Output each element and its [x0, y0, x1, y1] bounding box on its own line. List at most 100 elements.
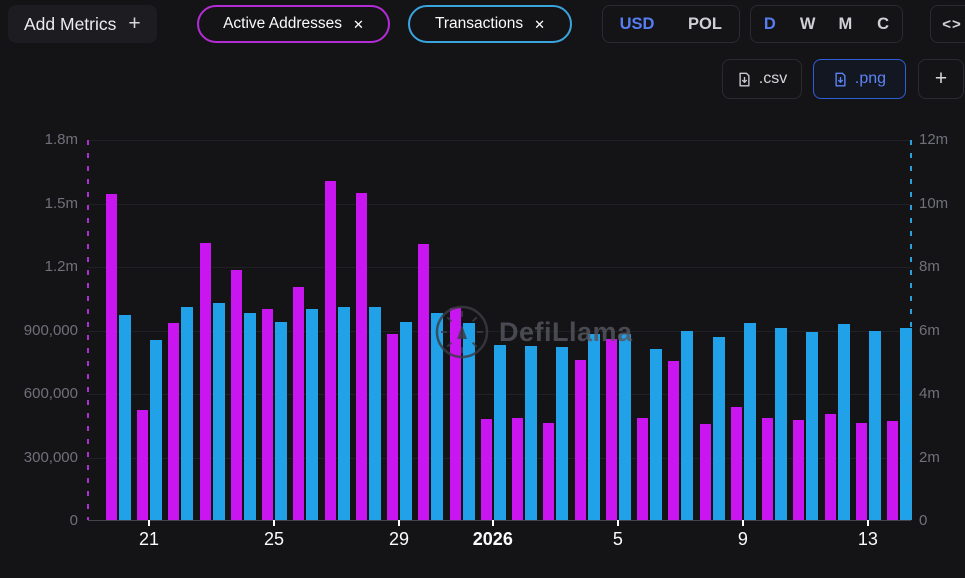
file-download-icon: [835, 72, 846, 86]
left-axis-tick-label: 900,000: [23, 321, 78, 339]
x-axis-tick-label: 2026: [472, 529, 513, 549]
bar-active-addresses[interactable]: [387, 333, 398, 520]
bar-active-addresses[interactable]: [355, 193, 367, 520]
bar-transactions[interactable]: [400, 322, 412, 520]
add-metrics-button[interactable]: Add Metrics +: [8, 5, 157, 43]
currency-option-usd[interactable]: USD: [603, 6, 671, 42]
bar-active-addresses[interactable]: [543, 422, 555, 520]
png-label: .png: [854, 70, 887, 87]
bar-transactions[interactable]: [587, 334, 600, 520]
right-axis-tick-label: 8m: [919, 258, 940, 275]
bar-active-addresses[interactable]: [605, 339, 617, 520]
bar-active-addresses[interactable]: [793, 420, 805, 520]
interval-option-daily[interactable]: D: [751, 6, 789, 42]
left-axis-tick-label: 0: [69, 512, 78, 529]
interval-option-monthly[interactable]: M: [827, 6, 865, 42]
bar-transactions[interactable]: [775, 328, 788, 520]
right-axis-tick-label: 6m: [919, 321, 940, 339]
interval-toggle: D W M C: [750, 5, 903, 43]
left-axis-tick-label: 600,000: [23, 385, 78, 402]
x-axis-tick-label: 9: [737, 529, 748, 549]
right-axis-tick-label: 2m: [919, 448, 940, 466]
download-png-button[interactable]: .png: [813, 59, 906, 99]
bar-transactions[interactable]: [650, 348, 663, 520]
bar-active-addresses[interactable]: [105, 194, 117, 520]
plot-area: DefiLlama 21 25 29 2026 5 9 13: [87, 140, 913, 549]
bar-transactions[interactable]: [150, 339, 162, 520]
metric-pill-transactions[interactable]: Transactions ✕: [408, 5, 572, 43]
bar-active-addresses[interactable]: [230, 270, 242, 520]
close-icon[interactable]: ✕: [534, 17, 546, 32]
interval-option-weekly[interactable]: W: [789, 6, 827, 42]
plus-icon: +: [934, 67, 948, 90]
bar-active-addresses[interactable]: [199, 242, 211, 520]
bar-active-addresses[interactable]: [855, 423, 867, 520]
bar-active-addresses[interactable]: [449, 308, 461, 520]
bar-transactions[interactable]: [275, 321, 287, 520]
currency-option-pol[interactable]: POL: [671, 6, 739, 42]
bar-transactions[interactable]: [743, 323, 756, 520]
bar-active-addresses[interactable]: [668, 361, 680, 520]
right-axis-tick-label: 0: [919, 512, 928, 529]
bar-transactions[interactable]: [556, 346, 569, 520]
left-axis-dashed-line: [87, 140, 89, 520]
bar-transactions[interactable]: [618, 334, 631, 520]
gridline: [88, 267, 911, 268]
x-axis-tick: [491, 520, 494, 526]
bar-active-addresses[interactable]: [137, 409, 148, 520]
bar-active-addresses[interactable]: [637, 417, 649, 520]
add-chart-button[interactable]: +: [918, 59, 964, 99]
bar-transactions[interactable]: [337, 307, 350, 520]
csv-label: .csv: [758, 70, 788, 87]
right-axis-tick-label: 10m: [919, 194, 949, 212]
bar-active-addresses[interactable]: [168, 323, 180, 520]
bar-transactions[interactable]: [493, 345, 506, 520]
bar-active-addresses[interactable]: [887, 421, 899, 520]
bar-transactions[interactable]: [243, 312, 256, 520]
bar-transactions[interactable]: [806, 332, 819, 520]
bar-transactions[interactable]: [118, 314, 131, 520]
plus-icon: +: [128, 12, 141, 35]
metric-pill-label: Active Addresses: [223, 15, 342, 32]
interval-option-cumulative[interactable]: C: [864, 6, 902, 42]
bar-active-addresses[interactable]: [730, 407, 742, 520]
bar-transactions[interactable]: [837, 324, 850, 520]
x-axis-tick-label: 29: [389, 529, 410, 549]
left-axis-tick-label: 1.8m: [44, 131, 78, 148]
x-axis-tick-label: 5: [612, 529, 623, 549]
bar-transactions[interactable]: [900, 328, 913, 520]
bar-active-addresses[interactable]: [324, 181, 336, 520]
bar-active-addresses[interactable]: [480, 418, 492, 520]
dual-axis-bar-chart: DefiLlama 21 25 29 2026 5 9 13 1.8m 12m 1.5m 10m 1…: [0, 110, 965, 578]
bar-transactions[interactable]: [868, 330, 881, 520]
bar-transactions[interactable]: [212, 303, 225, 520]
bar-active-addresses[interactable]: [293, 287, 305, 520]
bar-transactions[interactable]: [368, 306, 381, 520]
close-icon[interactable]: ✕: [353, 17, 364, 32]
x-axis-tick: [616, 520, 619, 526]
bar-active-addresses[interactable]: [699, 423, 711, 520]
download-csv-button[interactable]: .csv: [722, 59, 802, 99]
bar-active-addresses[interactable]: [512, 418, 524, 520]
bar-transactions[interactable]: [681, 330, 694, 520]
bar-active-addresses[interactable]: [574, 360, 586, 520]
bar-transactions[interactable]: [462, 323, 475, 520]
embed-button[interactable]: <>: [930, 5, 965, 43]
x-axis-tick: [866, 520, 869, 526]
gridline: [88, 330, 911, 332]
bar-active-addresses[interactable]: [418, 243, 430, 520]
bar-transactions[interactable]: [712, 336, 725, 520]
left-axis-tick-label: 300,000: [23, 448, 78, 466]
bar-active-addresses[interactable]: [824, 413, 836, 520]
bar-transactions[interactable]: [181, 306, 194, 520]
metric-pill-active-addresses[interactable]: Active Addresses ✕: [197, 5, 390, 43]
bar-active-addresses[interactable]: [262, 309, 273, 520]
bar-transactions[interactable]: [525, 346, 538, 520]
left-axis-tick-label: 1.5m: [44, 194, 78, 212]
right-axis-tick-label: 4m: [919, 385, 940, 402]
bar-transactions[interactable]: [431, 313, 444, 520]
bar-active-addresses[interactable]: [762, 418, 774, 520]
x-axis-tick: [398, 520, 401, 526]
x-axis-tick: [273, 520, 275, 526]
bar-transactions[interactable]: [306, 308, 319, 520]
